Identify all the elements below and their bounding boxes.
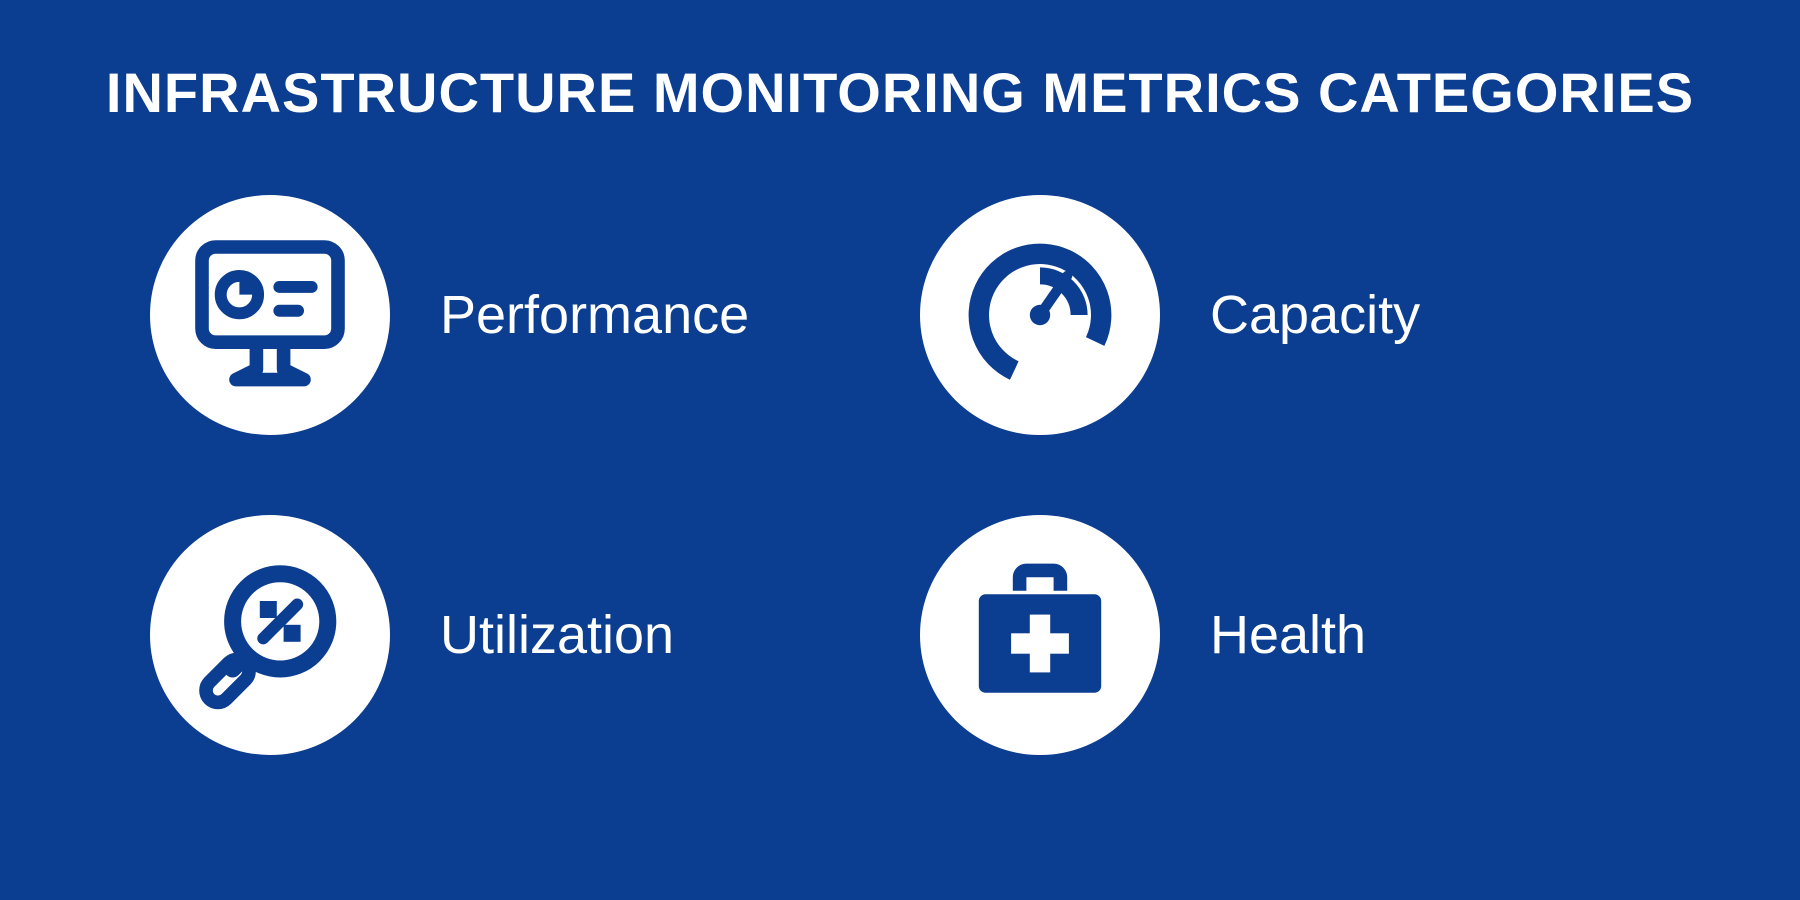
page-title: INFRASTRUCTURE MONITORING METRICS CATEGO… (106, 60, 1694, 125)
monitor-chart-icon (150, 195, 390, 435)
category-label: Utilization (440, 604, 674, 666)
gauge-icon (920, 195, 1160, 435)
category-performance: Performance (150, 195, 880, 435)
categories-grid: Performance Capacity (150, 195, 1650, 755)
category-label: Performance (440, 284, 749, 346)
medkit-icon (920, 515, 1160, 755)
category-label: Capacity (1210, 284, 1420, 346)
infographic-container: INFRASTRUCTURE MONITORING METRICS CATEGO… (0, 0, 1800, 900)
category-health: Health (920, 515, 1650, 755)
magnify-percent-icon (150, 515, 390, 755)
category-capacity: Capacity (920, 195, 1650, 435)
category-utilization: Utilization (150, 515, 880, 755)
category-label: Health (1210, 604, 1366, 666)
